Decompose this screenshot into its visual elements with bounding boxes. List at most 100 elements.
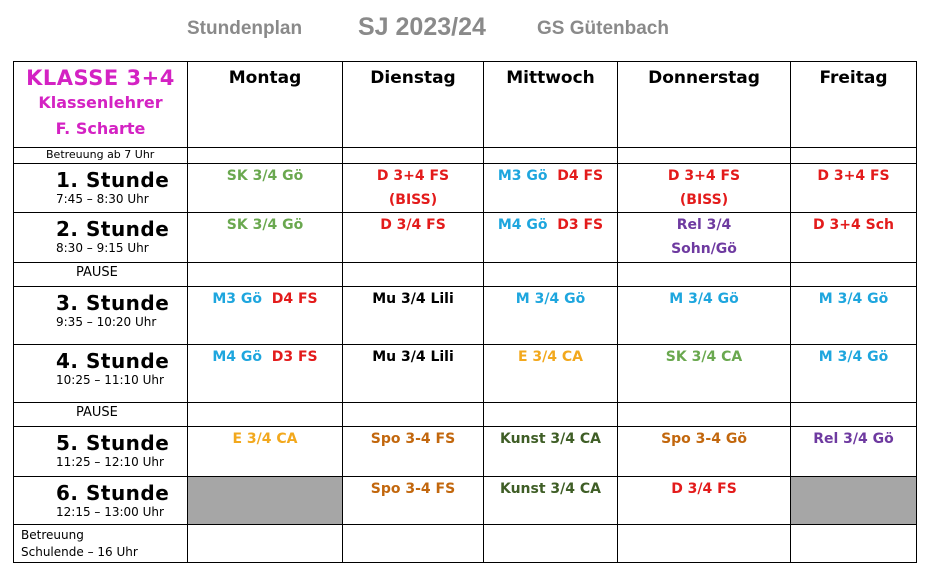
period-row: 1. Stunde 7:45 – 8:30 Uhr SK 3/4 Gö D 3+4 F… (13, 163, 917, 213)
betreuung-end-cell: Betreuung Schulende – 16 Uhr (13, 524, 188, 563)
period-time: 7:45 – 8:30 Uhr (56, 192, 149, 206)
lesson-text: Spo 3-4 FS (370, 481, 456, 497)
betreuung-end-row: Betreuung Schulende – 16 Uhr (13, 524, 917, 563)
lesson-text: Rel 3/4 Gö (813, 431, 894, 447)
empty-cell (790, 262, 917, 287)
lesson-cell-thursday: D 3/4 FS (617, 476, 791, 525)
period-label-cell: 2. Stunde 8:30 – 9:15 Uhr (13, 212, 188, 263)
betreuung-morning-row: Betreuung ab 7 Uhr (13, 147, 917, 164)
lesson-cell-tuesday: D 3/4 FS (342, 212, 484, 263)
lesson-text: M3 Gö D4 FS (189, 288, 342, 312)
lesson-text: D 3/4 FS (671, 481, 737, 497)
lesson-text: D 3+4 Sch (813, 217, 894, 233)
lesson-cell-monday: E 3/4 CA (187, 426, 343, 477)
lesson-cell-wednesday: M 3/4 Gö (483, 286, 618, 345)
lesson-text-part: M3 Gö (497, 168, 558, 184)
empty-cell (483, 524, 618, 563)
period-time: 8:30 – 9:15 Uhr (56, 241, 149, 255)
period-label-cell: 6. Stunde 12:15 – 13:00 Uhr (13, 476, 188, 525)
lesson-cell-monday: SK 3/4 Gö (187, 212, 343, 263)
lesson-cell-tuesday: D 3+4 FS (BISS) (342, 163, 484, 213)
lesson-cell-tuesday: Mu 3/4 Lili (342, 344, 484, 403)
empty-cell (187, 147, 343, 164)
lesson-text: Mu 3/4 Lili (372, 291, 454, 307)
empty-cell (187, 402, 343, 427)
lesson-text: D 3/4 FS (380, 217, 446, 233)
period-label: 6. Stunde (56, 481, 170, 505)
lesson-cell-thursday: D 3+4 FS (BISS) (617, 163, 791, 213)
lesson-cell-tuesday: Mu 3/4 Lili (342, 286, 484, 345)
lesson-text: D 3+4 FS (376, 168, 450, 184)
period-label: 5. Stunde (56, 431, 170, 455)
lesson-text: SK 3/4 Gö (226, 217, 304, 233)
empty-cell (342, 524, 484, 563)
lesson-text-part: M3 Gö (212, 291, 272, 307)
lesson-cell-friday: M 3/4 Gö (790, 286, 917, 345)
lesson-cell-wednesday: Kunst 3/4 CA (483, 476, 618, 525)
empty-cell (617, 147, 791, 164)
page-header: Stundenplan SJ 2023/24 GS Gütenbach (0, 0, 925, 58)
day-header-friday: Freitag (790, 61, 917, 148)
empty-cell (483, 402, 618, 427)
teacher-label: Klassenlehrer (38, 93, 163, 112)
empty-cell (187, 524, 343, 563)
empty-cell (342, 147, 484, 164)
lesson-text: D 3+4 FS (667, 168, 741, 184)
empty-cell (790, 147, 917, 164)
betreuung-end-time: Schulende – 16 Uhr (21, 545, 138, 559)
lesson-text: Kunst 3/4 CA (499, 481, 601, 497)
period-label-cell: 3. Stunde 9:35 – 10:20 Uhr (13, 286, 188, 345)
lesson-text: Kunst 3/4 CA (499, 431, 601, 447)
teacher-name: F. Scharte (55, 119, 146, 138)
header-school: GS Gütenbach (537, 18, 669, 39)
timetable: KLASSE 3+4 Klassenlehrer F. Scharte Mont… (13, 61, 917, 563)
empty-cell (342, 262, 484, 287)
empty-cell (790, 524, 917, 563)
lesson-text-part: M4 Gö (212, 349, 272, 365)
lesson-text: Sohn/Gö (671, 241, 737, 257)
day-header-thursday: Donnerstag (617, 61, 791, 148)
lesson-text: Spo 3-4 Gö (661, 431, 747, 447)
lesson-text: E 3/4 CA (232, 431, 298, 447)
lesson-text: Spo 3-4 FS (370, 431, 456, 447)
pause-label-cell: PAUSE (13, 262, 188, 287)
empty-cell (617, 402, 791, 427)
lesson-cell-thursday: Rel 3/4 Sohn/Gö (617, 212, 791, 263)
empty-cell (342, 402, 484, 427)
lesson-text: SK 3/4 CA (665, 349, 743, 365)
lesson-cell-tuesday: Spo 3-4 FS (342, 426, 484, 477)
lesson-text: SK 3/4 Gö (226, 168, 304, 184)
lesson-cell-wednesday: E 3/4 CA (483, 344, 618, 403)
pause-row: PAUSE (13, 262, 917, 287)
lesson-text-part: M4 Gö (497, 217, 558, 233)
betreuung-end-label: Betreuung (21, 528, 84, 542)
day-header-tuesday: Dienstag (342, 61, 484, 148)
lesson-text-part: D3 FS (557, 217, 604, 233)
lesson-text: M3 Gö D4 FS (485, 165, 617, 189)
class-info-cell: KLASSE 3+4 Klassenlehrer F. Scharte (13, 61, 188, 148)
period-label: 4. Stunde (56, 349, 170, 373)
lesson-cell-monday: SK 3/4 Gö (187, 163, 343, 213)
period-row: 5. Stunde 11:25 – 12:10 Uhr E 3/4 CA Spo 3-… (13, 426, 917, 477)
day-header-wednesday: Mittwoch (483, 61, 618, 148)
period-label-cell: 4. Stunde 10:25 – 11:10 Uhr (13, 344, 188, 403)
lesson-text: M4 Gö D3 FS (189, 346, 342, 370)
period-label-cell: 1. Stunde 7:45 – 8:30 Uhr (13, 163, 188, 213)
lesson-cell-thursday: SK 3/4 CA (617, 344, 791, 403)
lesson-cell-wednesday: M4 Gö D3 FS (483, 212, 618, 263)
lesson-text: Rel 3/4 (676, 217, 732, 233)
lesson-cell-monday: M3 Gö D4 FS (187, 286, 343, 345)
lesson-cell-friday: D 3+4 FS (790, 163, 917, 213)
period-label-cell: 5. Stunde 11:25 – 12:10 Uhr (13, 426, 188, 477)
lesson-text: M 3/4 Gö (818, 291, 889, 307)
lesson-cell-wednesday: M3 Gö D4 FS (483, 163, 618, 213)
lesson-cell-friday: M 3/4 Gö (790, 344, 917, 403)
lesson-cell-monday: M4 Gö D3 FS (187, 344, 343, 403)
empty-cell (790, 402, 917, 427)
lesson-cell-friday: Rel 3/4 Gö (790, 426, 917, 477)
lesson-text: M 3/4 Gö (818, 349, 889, 365)
lesson-cell-friday: D 3+4 Sch (790, 212, 917, 263)
lesson-cell-monday (187, 476, 343, 525)
empty-cell (617, 262, 791, 287)
empty-cell (617, 524, 791, 563)
